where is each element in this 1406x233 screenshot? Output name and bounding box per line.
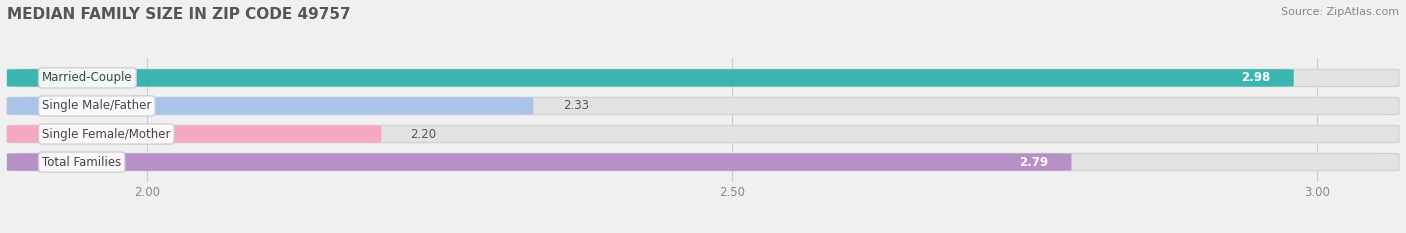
FancyBboxPatch shape (7, 125, 381, 143)
FancyBboxPatch shape (7, 153, 1071, 171)
FancyBboxPatch shape (7, 97, 1399, 115)
Text: Married-Couple: Married-Couple (42, 71, 132, 84)
FancyBboxPatch shape (7, 97, 533, 115)
Text: 2.33: 2.33 (562, 99, 589, 113)
Text: 2.98: 2.98 (1241, 71, 1270, 84)
Text: Single Female/Mother: Single Female/Mother (42, 127, 170, 140)
Text: Source: ZipAtlas.com: Source: ZipAtlas.com (1281, 7, 1399, 17)
Text: MEDIAN FAMILY SIZE IN ZIP CODE 49757: MEDIAN FAMILY SIZE IN ZIP CODE 49757 (7, 7, 350, 22)
FancyBboxPatch shape (7, 125, 1399, 143)
FancyBboxPatch shape (7, 69, 1294, 87)
Text: 2.20: 2.20 (411, 127, 437, 140)
Text: Total Families: Total Families (42, 156, 121, 169)
Text: Single Male/Father: Single Male/Father (42, 99, 152, 113)
FancyBboxPatch shape (7, 69, 1399, 87)
FancyBboxPatch shape (7, 153, 1399, 171)
Text: 2.79: 2.79 (1019, 156, 1047, 169)
